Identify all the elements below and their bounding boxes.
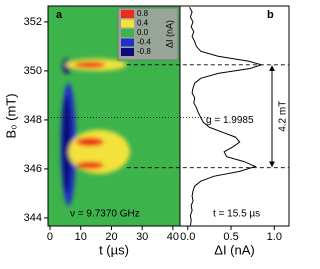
- colorbar-swatch: [121, 29, 134, 37]
- x-tick-label: 10: [75, 231, 87, 243]
- y-axis-label: B₀ (mT): [3, 93, 18, 138]
- x-tick-label: 0.0: [180, 231, 195, 243]
- spectrum-line: [189, 6, 264, 226]
- colorbar-swatch: [121, 10, 134, 18]
- colorbar-swatch: [121, 19, 134, 28]
- x-tick-label: 0.5: [223, 231, 238, 243]
- y-tick-label: 348: [24, 114, 42, 126]
- panel-label: b: [267, 9, 274, 21]
- x-tick-label: 0: [47, 231, 53, 243]
- colorbar-title: ΔI (nA): [164, 20, 174, 48]
- x-axis-label: ΔI (nA): [214, 242, 254, 257]
- x-tick-label: 20: [105, 231, 117, 243]
- x-tick-label: 40: [167, 231, 179, 243]
- colorbar-label: 0.0: [137, 28, 149, 37]
- y-tick-label: 352: [24, 16, 42, 28]
- colorbar-swatch: [121, 48, 134, 56]
- x-tick-label: 30: [136, 231, 148, 243]
- heat-blob: [76, 137, 104, 147]
- g-label: g = 1.9985: [206, 115, 254, 126]
- colorbar-label: 0.8: [137, 9, 149, 18]
- y-tick-label: 344: [24, 212, 42, 224]
- plot-frame: [179, 5, 290, 227]
- heat-blob: [76, 161, 104, 169]
- split-label: 4.2 mT: [278, 101, 289, 132]
- annotation: t = 15.5 µs: [213, 209, 260, 220]
- heat-blob: [74, 61, 106, 68]
- annotation: ν = 9.7370 GHz: [70, 209, 140, 220]
- colorbar-label: -0.8: [137, 47, 151, 56]
- blobs: [60, 58, 130, 206]
- colorbar-swatch: [121, 38, 134, 47]
- heat-blob: [62, 95, 72, 194]
- x-axis-label: t (µs): [99, 242, 129, 257]
- y-tick-label: 346: [24, 163, 42, 175]
- colorbar-label: 0.4: [137, 19, 149, 28]
- y-tick-label: 350: [24, 65, 42, 77]
- figure: 344 346 348 350 352 0 10 20 30 40 t (µs) B₀ (mT) a ν …: [3, 5, 290, 257]
- x-tick-label: 1.0: [267, 231, 282, 243]
- colorbar-label: -0.4: [137, 38, 151, 47]
- panel-label: a: [56, 9, 63, 21]
